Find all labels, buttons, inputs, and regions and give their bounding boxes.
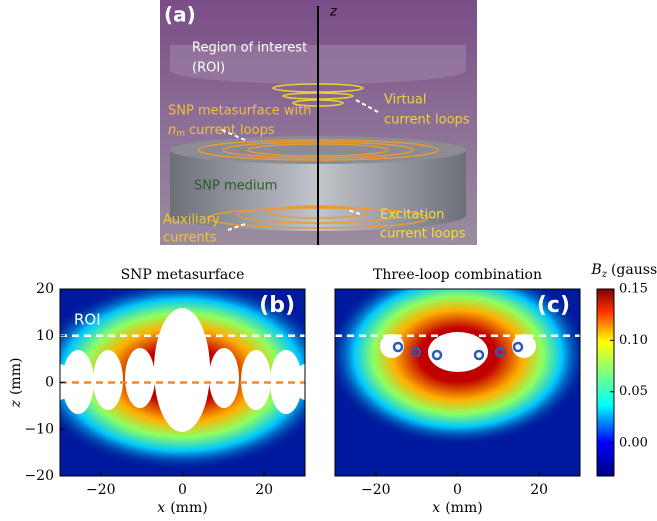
panel-label: (b) [259, 293, 295, 318]
symbol: n [168, 123, 176, 138]
x-tick-label: −20 [86, 482, 116, 498]
label-part: current loops [189, 123, 275, 138]
panel-label: (c) [537, 293, 570, 318]
colorbar-tick-label: 0.15 [619, 282, 648, 297]
colorbar-label: Bz(gauss) [590, 262, 657, 280]
x-unit: (mm) [445, 500, 482, 516]
colorbar [597, 289, 614, 476]
y-tick-label: 0 [45, 375, 54, 391]
x-tick-label: 20 [255, 482, 273, 498]
y-axis-label: z (mm) [8, 358, 24, 409]
x-unit: (mm) [170, 500, 207, 516]
figure: z (a) Region of interest (ROI) Virtual c… [0, 0, 657, 521]
x-axis-label: x (mm) [432, 500, 482, 516]
y-tick-label: −20 [24, 468, 54, 484]
colorbar-tick-label: 0.10 [619, 333, 648, 348]
x-symbol: x [432, 500, 440, 516]
y-symbol: z [8, 399, 24, 408]
illustration: z (a) Region of interest (ROI) Virtual c… [160, 0, 477, 246]
symbol-sub: m [176, 129, 185, 139]
label: (ROI) [192, 61, 225, 76]
colorbar-tick-label: 0.05 [619, 384, 648, 399]
label: Excitation [380, 208, 444, 223]
x-tick-label: −20 [361, 482, 391, 498]
panel-label: (a) [164, 3, 196, 27]
x-tick-label: 0 [453, 482, 462, 498]
label: SNP medium [194, 179, 277, 194]
subscript: z [601, 269, 608, 280]
annotation: ROI [74, 311, 101, 329]
label: current loops [380, 227, 466, 242]
x-axis-label: x (mm) [157, 500, 207, 516]
label: current loops [384, 113, 470, 128]
y-tick-label: 20 [36, 281, 54, 297]
label: Auxiliary [163, 213, 220, 228]
label: currents [163, 231, 217, 246]
y-tick-label: 10 [36, 328, 54, 344]
x-tick-label: 20 [530, 482, 548, 498]
chart-title: Three-loop combination [373, 267, 542, 283]
axis-label: z [329, 5, 338, 20]
label: Virtual [384, 93, 426, 108]
label: Region of interest [192, 41, 307, 56]
x-symbol: x [157, 500, 165, 516]
x-tick-label: 0 [178, 482, 187, 498]
symbol: B [590, 262, 601, 278]
unit: (gauss) [611, 262, 657, 278]
y-tick-label: −10 [24, 421, 54, 437]
colorbar-tick-label: 0.00 [619, 436, 648, 451]
chart-title: SNP metasurface [121, 267, 245, 283]
y-unit: (mm) [8, 358, 24, 395]
label: SNP metasurface with [168, 104, 311, 119]
